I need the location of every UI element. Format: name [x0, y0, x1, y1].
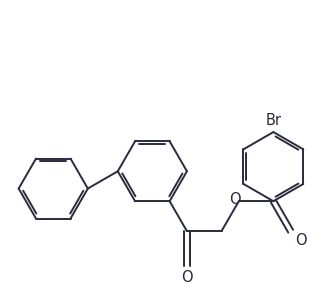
Text: O: O — [181, 270, 193, 285]
Text: Br: Br — [265, 113, 281, 128]
Text: O: O — [229, 192, 241, 207]
Text: O: O — [295, 233, 306, 248]
